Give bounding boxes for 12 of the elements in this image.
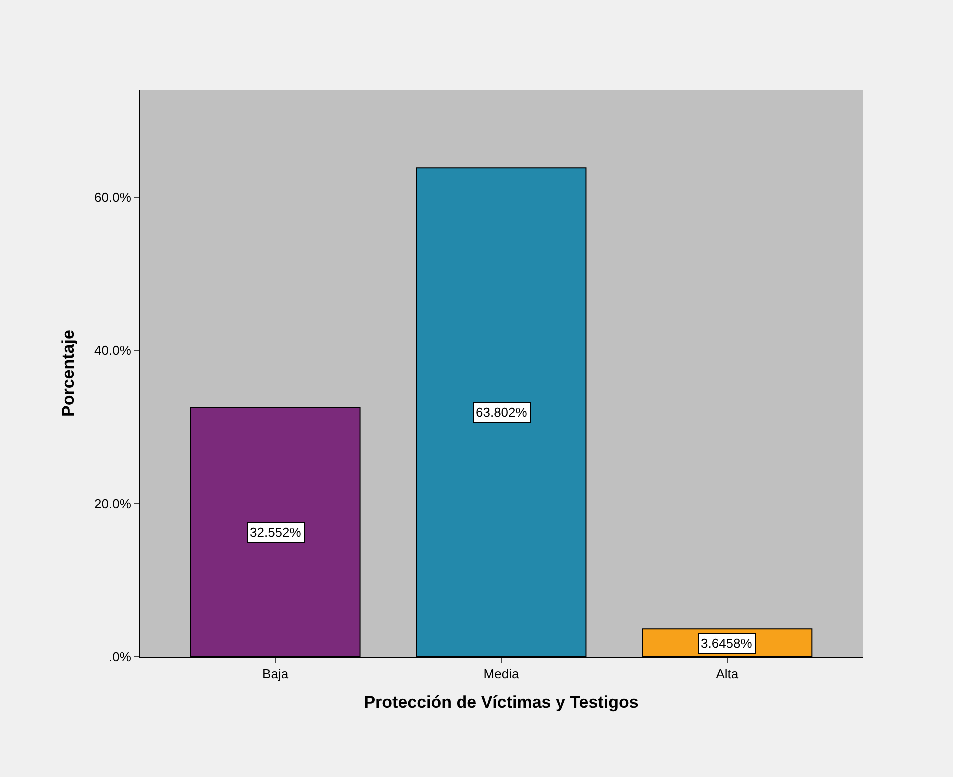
- y-axis-title: Porcentaje: [59, 330, 78, 417]
- y-tick-label: .0%: [108, 650, 132, 665]
- y-tick-label: 60.0%: [94, 190, 132, 205]
- x-axis-title: Protección de Víctimas y Testigos: [364, 693, 639, 712]
- y-tick-label: 20.0%: [94, 496, 132, 512]
- data-label: 3.6458%: [701, 636, 753, 651]
- data-label: 63.802%: [476, 405, 528, 420]
- y-tick-label: 40.0%: [94, 343, 132, 358]
- x-tick-label: Media: [484, 666, 520, 682]
- x-tick-label: Alta: [716, 666, 740, 682]
- x-tick-label: Baja: [262, 666, 290, 682]
- data-label: 32.552%: [250, 525, 302, 540]
